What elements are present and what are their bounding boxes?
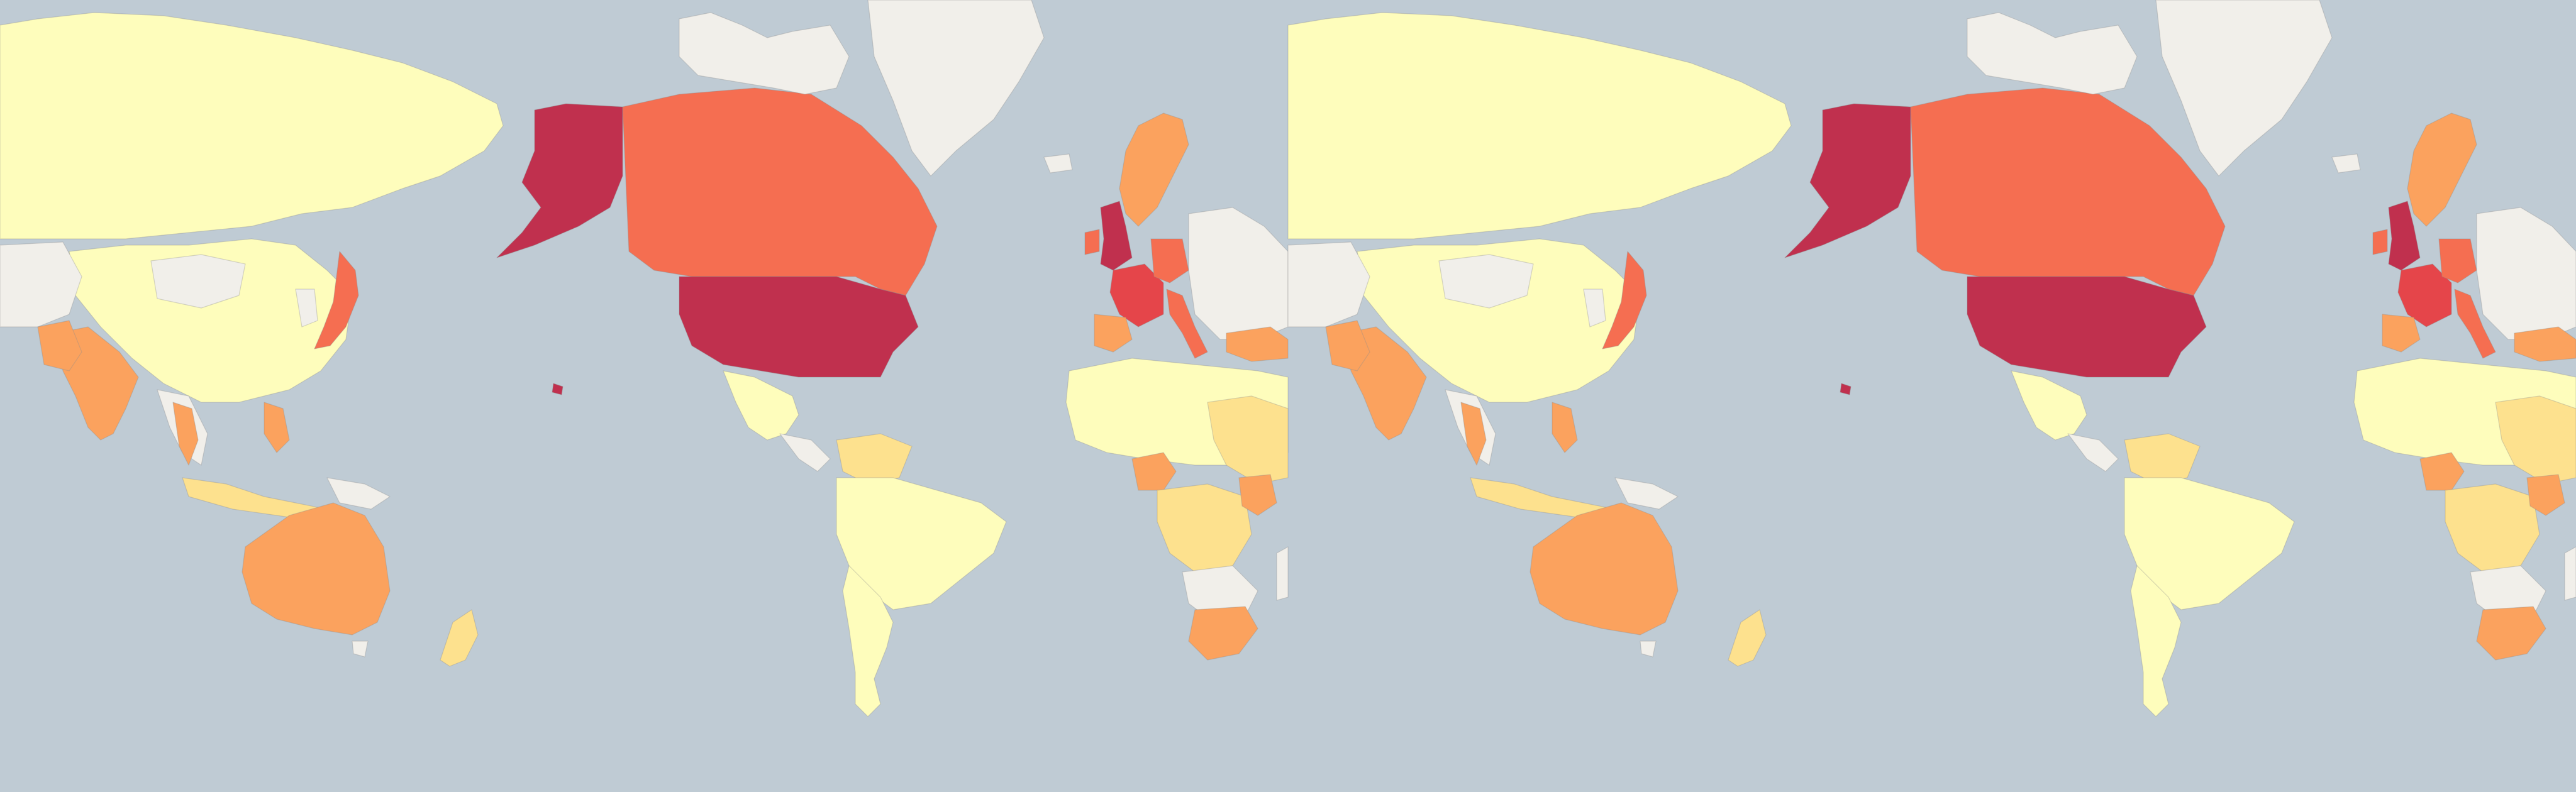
- region-united-states[interactable]: [679, 276, 919, 378]
- region-canada-islands[interactable]: [1967, 12, 2138, 95]
- region-south-africa[interactable]: [1188, 606, 1258, 661]
- region-madagascar[interactable]: [1276, 546, 1289, 601]
- region-venezuela[interactable]: [836, 433, 913, 485]
- region-thailand[interactable]: [172, 402, 199, 466]
- region-mongolia[interactable]: [1438, 254, 1534, 309]
- region-united-kingdom[interactable]: [1100, 201, 1133, 271]
- region-iceland[interactable]: [2331, 153, 2361, 173]
- region-south-america[interactable]: [2130, 565, 2182, 717]
- region-mexico[interactable]: [723, 370, 799, 441]
- region-italy[interactable]: [2454, 289, 2496, 359]
- region-france[interactable]: [1109, 263, 1164, 327]
- region-papua-new-guinea[interactable]: [326, 477, 391, 510]
- region-central-america[interactable]: [779, 433, 831, 472]
- region-scandinavia[interactable]: [1119, 113, 1189, 227]
- region-italy[interactable]: [1166, 289, 1208, 359]
- region-central-america[interactable]: [2067, 433, 2119, 472]
- region-greenland[interactable]: [867, 0, 1045, 177]
- region-kenya[interactable]: [2526, 474, 2565, 516]
- region-thailand[interactable]: [1460, 402, 1487, 466]
- region-pakistan[interactable]: [1325, 320, 1370, 371]
- region-new-zealand[interactable]: [440, 609, 479, 667]
- region-greenland[interactable]: [2155, 0, 2333, 177]
- region-korea[interactable]: [295, 289, 318, 327]
- region-japan[interactable]: [314, 251, 359, 349]
- region-scandinavia[interactable]: [2407, 113, 2477, 227]
- region-new-zealand[interactable]: [1728, 609, 1767, 667]
- region-central-asia[interactable]: [0, 241, 82, 327]
- region-russia[interactable]: [0, 12, 504, 239]
- region-nigeria[interactable]: [1131, 452, 1177, 491]
- region-germany[interactable]: [2438, 238, 2477, 283]
- region-spain[interactable]: [2382, 314, 2421, 353]
- region-nigeria[interactable]: [2419, 452, 2465, 491]
- region-madagascar[interactable]: [2564, 546, 2576, 601]
- region-south-america[interactable]: [842, 565, 894, 717]
- region-central-asia[interactable]: [1287, 241, 1370, 327]
- region-tasmania[interactable]: [1640, 641, 1657, 657]
- region-japan[interactable]: [1602, 251, 1647, 349]
- region-south-africa[interactable]: [2476, 606, 2546, 661]
- region-germany[interactable]: [1150, 238, 1189, 283]
- region-philippines[interactable]: [264, 402, 290, 453]
- map-tile-2: [1287, 0, 2576, 717]
- region-ireland[interactable]: [2372, 229, 2388, 255]
- region-east-africa[interactable]: [1207, 395, 1289, 485]
- region-australia[interactable]: [242, 502, 391, 635]
- region-papua-new-guinea[interactable]: [1614, 477, 1679, 510]
- region-korea[interactable]: [1583, 289, 1606, 327]
- region-mexico[interactable]: [2011, 370, 2087, 441]
- region-united-states[interactable]: [1967, 276, 2207, 378]
- region-united-kingdom[interactable]: [2388, 201, 2421, 271]
- region-kenya[interactable]: [1238, 474, 1277, 516]
- region-china[interactable]: [69, 238, 353, 403]
- region-hawaii[interactable]: [1840, 383, 1852, 395]
- region-hawaii[interactable]: [552, 383, 564, 395]
- region-australia[interactable]: [1530, 502, 1679, 635]
- region-turkey[interactable]: [1226, 326, 1289, 362]
- region-turkey[interactable]: [2514, 326, 2576, 362]
- region-canada-islands[interactable]: [679, 12, 850, 95]
- region-china[interactable]: [1357, 238, 1641, 403]
- region-spain[interactable]: [1094, 314, 1133, 353]
- region-mongolia[interactable]: [150, 254, 246, 309]
- region-venezuela[interactable]: [2124, 433, 2201, 485]
- region-tasmania[interactable]: [352, 641, 369, 657]
- region-ireland[interactable]: [1084, 229, 1100, 255]
- region-philippines[interactable]: [1552, 402, 1578, 453]
- region-russia[interactable]: [1287, 12, 1792, 239]
- region-iceland[interactable]: [1043, 153, 1073, 173]
- map-tile-1: [0, 0, 1289, 717]
- region-east-africa[interactable]: [2495, 395, 2576, 485]
- region-france[interactable]: [2397, 263, 2452, 327]
- region-pakistan[interactable]: [37, 320, 82, 371]
